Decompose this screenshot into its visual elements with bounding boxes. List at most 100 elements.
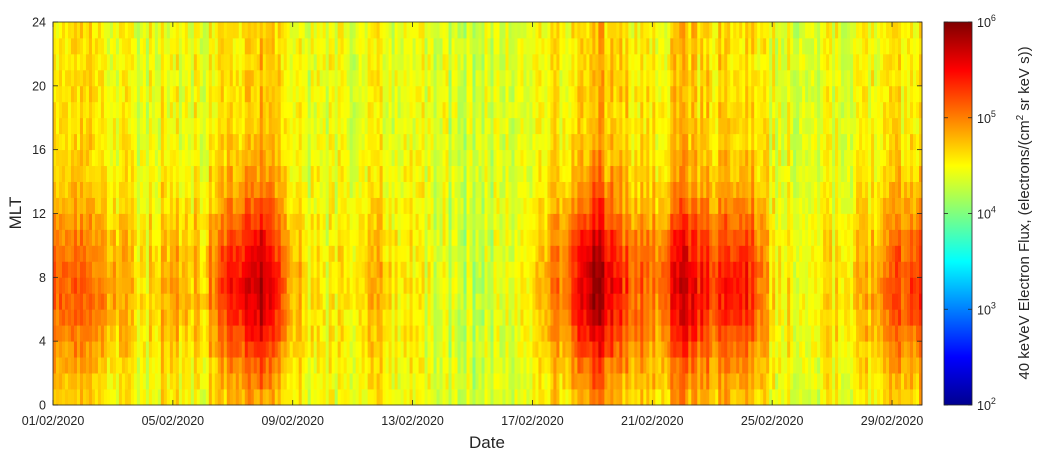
heatmap-cell <box>610 37 614 55</box>
heatmap-cell <box>595 277 599 294</box>
heatmap-cell <box>226 357 231 374</box>
heatmap-cell <box>379 245 384 262</box>
heatmap-cell <box>97 373 102 390</box>
heatmap-cell <box>475 309 479 326</box>
heatmap-cell <box>580 133 584 151</box>
heatmap-cell <box>670 165 674 182</box>
heatmap-cell <box>328 293 333 310</box>
heatmap-cell <box>196 213 201 230</box>
heatmap-cell <box>115 117 120 135</box>
heatmap-cell <box>61 389 66 406</box>
heatmap-cell <box>466 373 470 390</box>
heatmap-cell <box>130 37 135 55</box>
heatmap-cell <box>577 181 581 198</box>
heatmap-cell <box>178 133 183 151</box>
heatmap-cell <box>127 22 132 39</box>
heatmap-cell <box>295 245 300 262</box>
heatmap-cell <box>394 341 399 358</box>
heatmap-cell <box>193 53 198 71</box>
heatmap-cell <box>421 133 425 151</box>
heatmap-cell <box>184 341 189 358</box>
heatmap-cell <box>277 53 282 71</box>
heatmap-cell <box>85 277 90 294</box>
heatmap-cell <box>406 133 410 151</box>
heatmap-cell <box>481 37 485 55</box>
heatmap-cell <box>409 197 413 214</box>
heatmap-cell <box>418 277 422 294</box>
heatmap-cell <box>220 309 225 326</box>
heatmap-cell <box>523 325 527 342</box>
heatmap-cell <box>472 373 476 390</box>
heatmap-cell <box>580 181 584 198</box>
heatmap-cell <box>328 229 333 246</box>
heatmap-cell <box>178 149 183 167</box>
heatmap-cell <box>496 69 500 87</box>
heatmap-cell <box>364 22 369 39</box>
heatmap-cell <box>517 389 521 406</box>
heatmap-cell <box>205 165 210 182</box>
heatmap-cell <box>619 133 623 151</box>
heatmap-cell <box>316 341 321 358</box>
heatmap-cell <box>613 133 617 151</box>
heatmap-cell <box>652 245 656 262</box>
heatmap-cell <box>571 373 575 390</box>
heatmap-cell <box>631 197 635 214</box>
heatmap-cell <box>316 245 321 262</box>
heatmap-cell <box>652 213 656 230</box>
heatmap-cell <box>502 213 506 230</box>
heatmap-cell <box>406 22 410 39</box>
heatmap-cell <box>610 341 614 358</box>
heatmap-cell <box>298 309 303 326</box>
heatmap-cell <box>520 245 524 262</box>
heatmap-cell <box>277 229 282 246</box>
heatmap-cell <box>280 245 285 262</box>
heatmap-cell <box>340 309 345 326</box>
heatmap-cell <box>322 53 327 71</box>
heatmap-cell <box>532 261 536 278</box>
heatmap-cell <box>361 293 366 310</box>
heatmap-cell <box>247 53 252 71</box>
heatmap-cell <box>298 22 303 39</box>
heatmap-cell <box>235 277 240 294</box>
heatmap-cell <box>514 117 518 135</box>
heatmap-cell <box>253 373 258 390</box>
heatmap-cell <box>589 133 593 151</box>
heatmap-cell <box>310 117 315 135</box>
heatmap-cell <box>352 245 357 262</box>
heatmap-cell <box>454 69 458 87</box>
heatmap-cell <box>526 389 530 406</box>
heatmap-cell <box>53 245 57 262</box>
heatmap-cell <box>418 373 422 390</box>
heatmap-cell <box>313 22 318 39</box>
heatmap-cell <box>442 53 446 71</box>
heatmap-cell <box>592 133 596 151</box>
heatmap-cell <box>664 325 668 342</box>
heatmap-cell <box>79 85 84 103</box>
heatmap-cell <box>106 181 111 198</box>
heatmap-cell <box>160 213 165 230</box>
heatmap-cell <box>526 22 530 39</box>
heatmap-cell <box>238 229 243 246</box>
heatmap-cell <box>412 117 416 135</box>
heatmap-cell <box>307 373 312 390</box>
heatmap-cell <box>379 133 384 151</box>
heatmap-cell <box>53 37 57 55</box>
heatmap-cell <box>397 197 401 214</box>
heatmap-cell <box>463 197 467 214</box>
heatmap-cell <box>523 181 527 198</box>
heatmap-cell <box>541 101 545 119</box>
heatmap-cell <box>472 309 476 326</box>
heatmap-cell <box>439 165 443 182</box>
heatmap-cell <box>673 357 677 374</box>
heatmap-cell <box>352 181 357 198</box>
heatmap-cell <box>385 22 390 39</box>
heatmap-cell <box>442 373 446 390</box>
heatmap-cell <box>361 245 366 262</box>
heatmap-cell <box>370 277 375 294</box>
heatmap-cell <box>604 309 608 326</box>
heatmap-cell <box>160 165 165 182</box>
heatmap-cell <box>472 133 476 151</box>
heatmap-cell <box>475 22 479 39</box>
heatmap-cell <box>115 149 120 167</box>
heatmap-cell <box>463 181 467 198</box>
